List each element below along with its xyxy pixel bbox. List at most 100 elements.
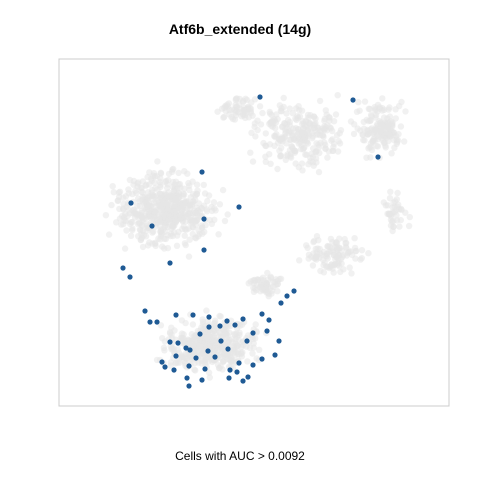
background-cell-point: [397, 216, 404, 224]
background-cell-point: [350, 130, 358, 138]
highlighted-cell-point: [183, 345, 189, 351]
highlighted-cell-point: [154, 319, 160, 325]
background-cell-point: [398, 98, 405, 106]
background-cell-point: [113, 219, 120, 226]
background-cell-point: [388, 218, 396, 225]
highlighted-cell-point: [244, 338, 250, 344]
background-cell-point: [372, 111, 380, 119]
highlighted-cell-point: [284, 293, 290, 299]
background-cell-point: [220, 114, 227, 121]
highlighted-cell-point: [218, 338, 224, 344]
background-cell-point: [389, 119, 396, 126]
background-cell-point: [200, 181, 207, 189]
background-cell-point: [227, 317, 235, 324]
background-cell-point: [210, 320, 218, 327]
background-cell-point: [175, 190, 183, 197]
highlighted-cell-point: [173, 353, 179, 359]
background-cell-point: [310, 113, 318, 120]
background-cell-point: [201, 228, 208, 236]
background-cell-point: [357, 256, 364, 263]
highlighted-cell-point: [234, 369, 240, 375]
background-cell-point: [353, 108, 361, 116]
background-cell-point: [125, 186, 132, 193]
background-cell-point: [182, 319, 189, 327]
background-cell-point: [165, 170, 173, 178]
highlighted-cell-point: [175, 340, 181, 346]
background-cell-point: [224, 211, 231, 218]
background-cell-point: [222, 107, 230, 115]
background-cell-point: [229, 115, 237, 123]
highlighted-cell-point: [291, 288, 297, 294]
highlighted-cell-point: [199, 169, 205, 175]
background-cell-point: [199, 321, 206, 328]
background-cell-point: [272, 119, 279, 126]
background-cell-point: [253, 355, 260, 362]
background-cell-point: [289, 132, 296, 139]
background-cell-point: [193, 346, 200, 353]
background-cell-point: [324, 263, 331, 270]
background-cell-point: [204, 318, 212, 325]
background-cell-point: [181, 240, 189, 247]
background-cell-point: [250, 288, 258, 295]
background-cell-point: [143, 194, 150, 201]
background-cell-point: [352, 248, 359, 255]
background-cells: [102, 92, 413, 381]
background-cell-point: [136, 202, 144, 209]
highlighted-cell-point: [197, 331, 203, 337]
x-axis-label: Cells with AUC > 0.0092: [175, 449, 305, 463]
background-cell-point: [276, 147, 283, 154]
background-cell-point: [227, 322, 234, 330]
background-cell-point: [320, 269, 328, 276]
background-cell-point: [161, 347, 168, 354]
background-cell-point: [322, 107, 329, 114]
background-cell-point: [298, 107, 306, 114]
background-cell-point: [397, 123, 405, 130]
background-cell-point: [277, 153, 284, 160]
highlighted-cell-point: [162, 364, 168, 370]
background-cell-point: [146, 181, 153, 188]
background-cell-point: [267, 160, 274, 167]
background-cell-point: [266, 151, 273, 158]
background-cell-point: [328, 137, 335, 144]
background-cell-point: [386, 195, 394, 202]
background-cell-point: [227, 357, 234, 364]
background-cell-point: [205, 192, 213, 199]
background-cell-point: [150, 228, 157, 235]
background-cell-point: [313, 159, 320, 166]
background-cell-point: [215, 231, 222, 238]
highlighted-cell-point: [232, 322, 238, 328]
background-cell-point: [391, 209, 398, 216]
background-cell-point: [198, 347, 206, 355]
highlighted-cell-point: [227, 367, 233, 373]
background-cell-point: [310, 145, 317, 152]
background-cell-point: [124, 212, 131, 220]
background-cell-point: [164, 223, 172, 231]
background-cell-point: [305, 251, 313, 258]
background-cell-point: [259, 285, 266, 293]
highlighted-cell-point: [167, 260, 173, 266]
highlighted-cell-point: [375, 154, 381, 160]
background-cell-point: [193, 181, 201, 188]
background-cell-point: [266, 108, 273, 116]
background-cell-point: [385, 211, 393, 218]
background-cell-point: [198, 357, 205, 364]
highlighted-cell-point: [201, 247, 207, 253]
background-cell-point: [376, 117, 383, 125]
background-cell-point: [177, 214, 184, 221]
background-cell-point: [148, 189, 155, 196]
background-cell-point: [274, 165, 281, 173]
background-cell-point: [277, 275, 285, 282]
background-cell-point: [161, 245, 168, 252]
background-cell-point: [363, 154, 370, 161]
background-cell-point: [221, 217, 229, 225]
highlighted-cell-point: [236, 204, 242, 210]
background-cell-point: [351, 121, 358, 128]
highlighted-cell-point: [127, 274, 133, 280]
background-cell-point: [288, 150, 295, 157]
background-cell-point: [313, 253, 320, 261]
background-cell-point: [204, 197, 211, 205]
highlighted-cell-point: [240, 316, 246, 322]
background-cell-point: [167, 200, 174, 208]
background-cell-point: [175, 169, 182, 177]
background-cell-point: [235, 101, 243, 108]
